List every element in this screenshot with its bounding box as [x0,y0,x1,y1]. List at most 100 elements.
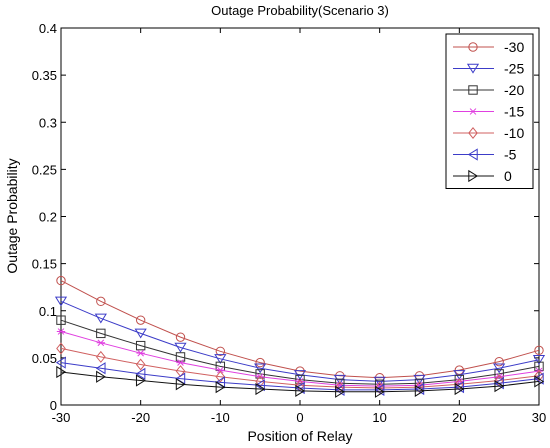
data-point [56,315,66,325]
data-point [134,328,147,339]
legend-label: -15 [504,104,524,120]
data-point [414,381,425,394]
data-point [494,356,504,367]
data-point [334,383,345,397]
x-axis-label: Position of Relay [247,428,352,444]
legend-entry: -5 [453,147,517,163]
data-point [532,355,546,365]
legend: -30 -25 -20 -15 -10 -5 0 [445,33,534,189]
y-tick-label: 0.25 [32,162,57,177]
data-point [534,375,545,388]
data-point [55,356,66,369]
legend-label: 0 [504,168,512,184]
legend-entry: 0 [453,168,512,184]
y-axis-label: Outage Probability [4,158,20,273]
y-tick-label: 0.35 [32,68,57,83]
y-tick-label: 0.1 [39,304,57,319]
data-point [174,342,187,353]
data-point [216,366,225,374]
data-point [534,345,544,356]
x-tick-label: -30 [52,410,71,425]
data-point [135,315,146,325]
data-point [373,376,386,387]
y-tick-label: 0 [50,398,57,413]
chart-title: Outage Probability(Scenario 3) [211,3,389,18]
data-point [295,378,305,385]
x-tick-label: 30 [532,410,546,425]
data-point [135,367,146,380]
data-point [454,382,465,396]
data-point [56,365,67,379]
data-point [533,372,544,385]
data-point [453,370,466,380]
data-point [494,373,504,381]
data-point [215,346,226,356]
data-point [96,296,106,307]
data-point [255,382,266,396]
data-point [494,369,504,379]
data-point [94,313,107,324]
data-point [335,385,345,398]
data-point [135,374,146,387]
data-point [454,380,465,394]
legend-label: -30 [504,39,524,55]
data-point [214,354,227,364]
data-point [175,378,186,391]
data-point [374,385,385,398]
y-tick-label: 0.05 [32,351,57,366]
y-tick-label: 0.2 [39,210,57,225]
data-point [468,169,479,183]
data-point [295,374,305,385]
data-point [468,42,478,52]
x-tick-label: 20 [452,410,466,425]
x-tick-label: 0 [296,410,303,425]
series-line [60,371,540,393]
data-point [295,384,306,397]
data-point [466,63,480,74]
data-point [56,328,66,335]
data-point [96,328,106,339]
y-tick-label: 0.4 [39,21,57,36]
data-point [135,340,146,351]
series-0 [56,365,545,398]
data-point [468,108,478,115]
data-point [414,384,425,397]
data-point [255,379,265,392]
legend-entry: -15 [453,104,524,120]
data-point [175,352,186,362]
y-axis: 0 0.05 0.1 0.15 0.2 0.25 0.3 0.35 0.4 [32,21,539,413]
data-point [176,359,185,366]
data-point [374,382,385,395]
legend-label: -20 [504,82,524,98]
data-point [136,349,145,357]
series-line [60,300,540,382]
data-point [56,342,66,355]
data-point [468,127,478,139]
legend-label: -10 [504,125,524,141]
legend-entry: -25 [453,61,524,77]
data-point [54,296,68,307]
data-point [255,357,265,368]
legend-entry: -10 [453,125,524,141]
data-point [493,363,506,374]
data-point [467,148,478,161]
data-point [175,332,186,342]
data-point [255,369,265,379]
data-point [293,370,307,380]
x-axis: -30 -20 -10 0 10 20 30 [52,28,546,425]
legend-entry: -20 [453,82,524,98]
x-tick-label: -20 [131,410,150,425]
data-point [494,380,505,393]
series-layer [54,275,546,398]
x-tick-label: 10 [372,410,386,425]
data-point [454,374,465,385]
legend-entry: -30 [453,39,524,55]
data-point [95,362,106,375]
legend-label: -25 [504,61,524,77]
data-point [215,380,226,394]
y-tick-label: 0.3 [39,115,57,130]
data-point [414,382,425,396]
data-point [374,383,385,397]
x-tick-label: -10 [211,410,230,425]
